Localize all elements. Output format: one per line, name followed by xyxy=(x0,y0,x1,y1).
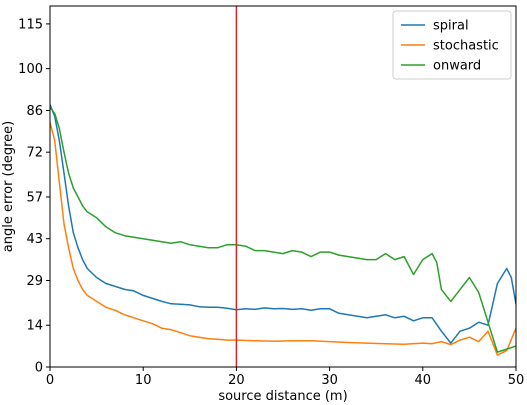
y-tick-label: 100 xyxy=(18,62,43,77)
y-tick-label: 86 xyxy=(26,104,43,119)
x-axis-label: source distance (m) xyxy=(218,389,347,404)
x-tick-label: 0 xyxy=(46,373,54,388)
x-tick-label: 20 xyxy=(228,373,245,388)
y-tick-label: 43 xyxy=(26,232,43,247)
series-line-onward xyxy=(50,106,516,353)
series-line-spiral xyxy=(50,104,516,344)
x-tick-label: 40 xyxy=(415,373,432,388)
y-axis-label: angle error (degree) xyxy=(1,121,16,253)
plot-area xyxy=(50,6,516,367)
y-tick-label: 72 xyxy=(26,146,43,161)
legend-label-stochastic: stochastic xyxy=(433,39,499,54)
series-line-stochastic xyxy=(50,122,516,356)
x-tick-label: 10 xyxy=(135,373,152,388)
legend-label-spiral: spiral xyxy=(433,19,469,34)
axes: 0 10 20 30 40 50 0 14 29 43 57 72 86 100 115 xyxy=(18,5,525,388)
x-tick-label: 30 xyxy=(321,373,338,388)
y-tick-label: 57 xyxy=(26,190,43,205)
legend-box xyxy=(392,10,512,80)
legend: spiral stochastic onward xyxy=(392,10,512,80)
y-tick-label: 115 xyxy=(18,17,43,32)
plot-frame xyxy=(49,5,517,368)
y-tick-label: 29 xyxy=(26,274,43,289)
y-tick-label: 14 xyxy=(26,319,43,334)
legend-label-onward: onward xyxy=(433,59,481,74)
x-tick-label: 50 xyxy=(508,373,525,388)
y-tick-label: 0 xyxy=(35,361,43,376)
